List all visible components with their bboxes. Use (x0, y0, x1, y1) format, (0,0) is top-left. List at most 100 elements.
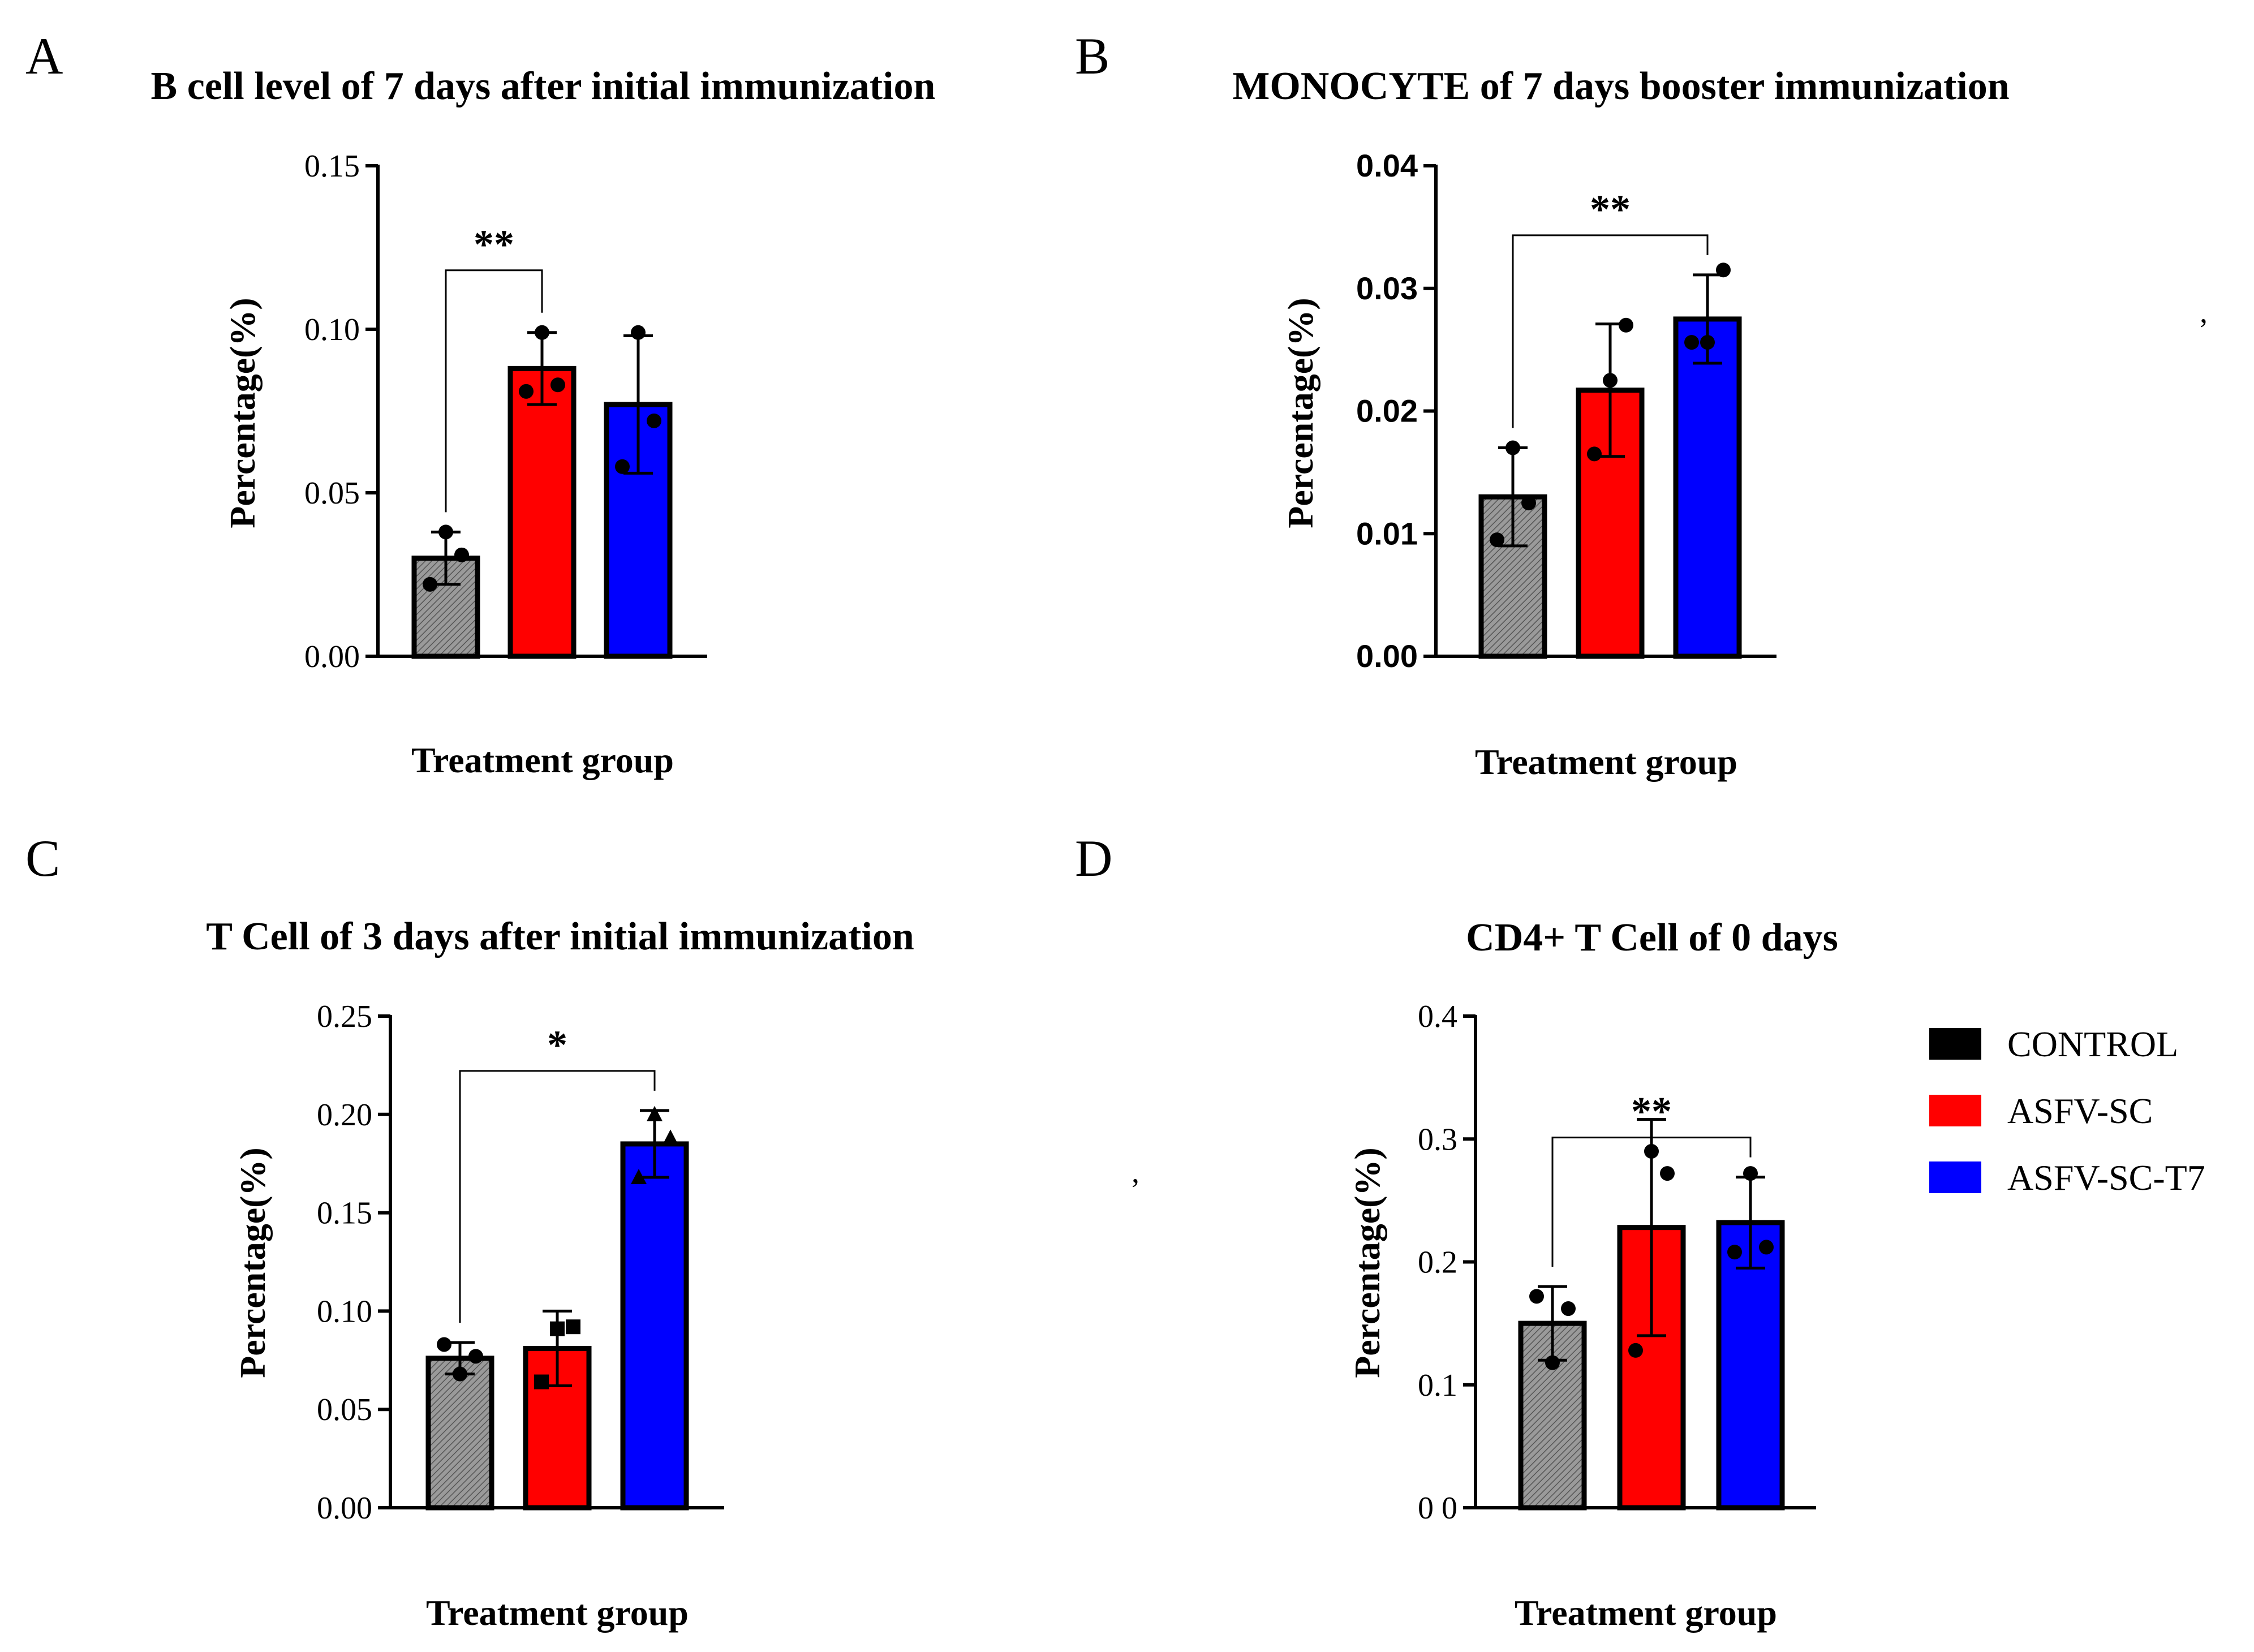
y-axis-label: Percentage(%) (1347, 1147, 1387, 1378)
data-point (615, 459, 630, 474)
y-tick-label: 0.03 (1356, 270, 1418, 306)
data-point (550, 377, 565, 393)
y-axis-label: Percentage(%) (222, 298, 263, 528)
y-tick-label: 0.04 (1356, 148, 1418, 183)
data-point (454, 547, 469, 562)
bar-asfv-sc-t7 (1673, 316, 1742, 659)
significance-label: ** (474, 222, 514, 267)
data-point (631, 325, 646, 340)
y-tick-label: 0.4 (1418, 999, 1457, 1034)
x-axis-label: Treatment group (1515, 1593, 1777, 1633)
y-tick-label: 0.02 (1356, 393, 1418, 429)
data-point (437, 1337, 451, 1352)
data-point (647, 1105, 663, 1121)
panel-letter: D (1075, 829, 1112, 887)
data-point (1490, 532, 1504, 548)
y-tick-label: 0.15 (317, 1196, 372, 1231)
data-point (1521, 496, 1536, 511)
y-tick-label: 0.25 (317, 999, 372, 1034)
legend-label: ASFV-SC-T7 (2007, 1158, 2205, 1198)
y-tick-label: 0.05 (304, 476, 360, 511)
data-point (519, 384, 534, 399)
legend: CONTROL ASFV-SC ASFV-SC-T7 (1929, 1024, 2205, 1198)
data-point (1759, 1240, 1774, 1255)
data-point (1529, 1289, 1544, 1304)
significance-label: ** (1631, 1089, 1672, 1134)
data-point (663, 1129, 678, 1145)
y-tick-label: 0.05 (317, 1392, 372, 1427)
significance-label: * (547, 1022, 567, 1068)
significance-bracket (459, 1070, 656, 1323)
data-point (438, 524, 453, 540)
y-tick-label: 0.20 (317, 1098, 372, 1133)
data-point (453, 1366, 467, 1382)
x-axis-label: Treatment group (1475, 742, 1737, 782)
data-point (1619, 317, 1633, 333)
data-point (1587, 446, 1602, 462)
data-point (1628, 1343, 1643, 1358)
y-tick-label: 0.10 (317, 1294, 372, 1329)
data-point (1505, 440, 1520, 455)
legend-swatch-asfv-sc-t7 (1929, 1161, 1981, 1193)
y-tick-label: 0.00 (317, 1491, 372, 1526)
data-point (535, 325, 549, 340)
panel-letter: A (25, 27, 63, 85)
stray-mark: , (2200, 295, 2208, 330)
y-tick-label: 0.10 (304, 312, 360, 347)
data-point (423, 577, 437, 592)
data-point (468, 1349, 483, 1364)
significance-label: ** (1590, 187, 1631, 232)
chart-title: CD4+ T Cell of 0 days (1466, 916, 1838, 960)
y-tick-label: 0 0 (1418, 1491, 1457, 1526)
stray-mark: , (1132, 1155, 1139, 1190)
data-point (1743, 1166, 1758, 1181)
y-tick-label: 0.15 (304, 149, 360, 184)
legend-label: CONTROL (2007, 1024, 2178, 1064)
y-axis-label: Percentage(%) (233, 1147, 273, 1378)
x-axis-label: Treatment group (411, 740, 674, 780)
significance-bracket (1551, 1137, 1752, 1267)
bar-asfv-sc-t7 (620, 1141, 689, 1511)
data-point (1603, 373, 1618, 388)
data-point (1700, 335, 1715, 350)
y-tick-label: 0.00 (304, 639, 360, 674)
panel-letter: B (1075, 27, 1109, 85)
y-tick-label: 0.1 (1418, 1368, 1457, 1403)
legend-label: ASFV-SC (2007, 1091, 2153, 1131)
data-point (1561, 1301, 1576, 1317)
data-point (1660, 1166, 1675, 1181)
chart-title: T Cell of 3 days after initial immunizat… (206, 915, 914, 958)
legend-swatch-asfv-sc (1929, 1095, 1981, 1126)
chart-title: B cell level of 7 days after initial imm… (151, 64, 936, 108)
chart-panel-d: D CD4+ T Cell of 0 days 0 0 0.1 0.2 0.3 0.4 Per… (1075, 829, 1838, 1633)
data-point (1716, 263, 1731, 278)
data-point (1684, 335, 1699, 350)
bar-asfv-sc (507, 365, 577, 659)
data-point (631, 1169, 647, 1185)
significance-bracket (1512, 234, 1709, 428)
y-tick-label: 0.01 (1356, 515, 1418, 551)
data-point (534, 1374, 549, 1389)
data-point (1727, 1245, 1742, 1260)
data-point (647, 413, 661, 428)
panels: A B cell level of 7 days after initial im… (25, 27, 2010, 1633)
x-axis-label: Treatment group (426, 1593, 689, 1633)
bar-control (425, 1356, 494, 1511)
bar-asfv-sc-t7 (1716, 1220, 1785, 1511)
chart-panel-a: A B cell level of 7 days after initial im… (25, 27, 935, 780)
data-point (1644, 1143, 1659, 1159)
significance-bracket (445, 269, 543, 513)
chart-panel-c: C T Cell of 3 days after initial immuniza… (25, 829, 914, 1633)
y-tick-label: 0.3 (1418, 1122, 1457, 1157)
chart-panel-b: B MONOCYTE of 7 days booster immunization… (1075, 27, 2010, 782)
panel-letter: C (25, 829, 60, 887)
data-point (566, 1319, 580, 1335)
y-axis-label: Percentage(%) (1280, 298, 1320, 528)
y-tick-label: 0.00 (1356, 638, 1418, 674)
y-tick-label: 0.2 (1418, 1245, 1457, 1280)
data-point (550, 1321, 565, 1336)
chart-title: MONOCYTE of 7 days booster immunization (1232, 64, 2009, 108)
data-point (1545, 1355, 1560, 1370)
legend-swatch-control (1929, 1028, 1981, 1060)
